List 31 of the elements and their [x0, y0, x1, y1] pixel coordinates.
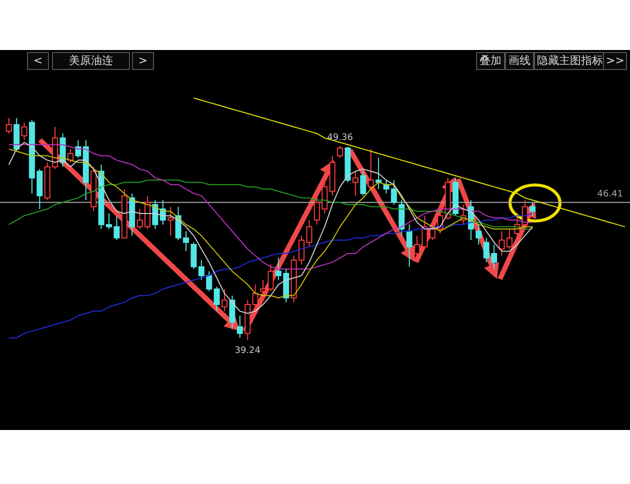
candlestick [214, 286, 220, 312]
chart-title: 美原油连 [52, 52, 130, 70]
annotation: 39.24 [234, 346, 261, 356]
candlestick [236, 315, 243, 338]
candlestick [21, 122, 28, 141]
candlestick [190, 242, 197, 270]
candlestick [6, 117, 12, 134]
candlestick [352, 170, 358, 196]
candlestick [222, 288, 228, 312]
candlestick [376, 157, 382, 190]
candlestick [152, 200, 158, 230]
candlestick [67, 148, 74, 163]
text: 叠加 [476, 52, 505, 70]
candlestick [168, 206, 174, 236]
candlestick [476, 224, 482, 246]
text: 隐藏主图指标 [534, 52, 604, 70]
candlestick [368, 148, 374, 190]
text: < [27, 52, 49, 70]
candlestick [252, 284, 258, 312]
candlestick [406, 224, 412, 268]
candlestick [360, 170, 366, 196]
text: >> [603, 52, 627, 70]
candlestick [390, 180, 397, 206]
annotation: 49.36 [327, 132, 354, 143]
candlestick [414, 235, 420, 258]
candlestick [530, 202, 536, 216]
candlestick [229, 295, 236, 330]
annotation: 46.41 [597, 189, 623, 200]
text: > [132, 52, 154, 70]
text: 画线 [505, 52, 534, 70]
candlestick [337, 145, 344, 158]
